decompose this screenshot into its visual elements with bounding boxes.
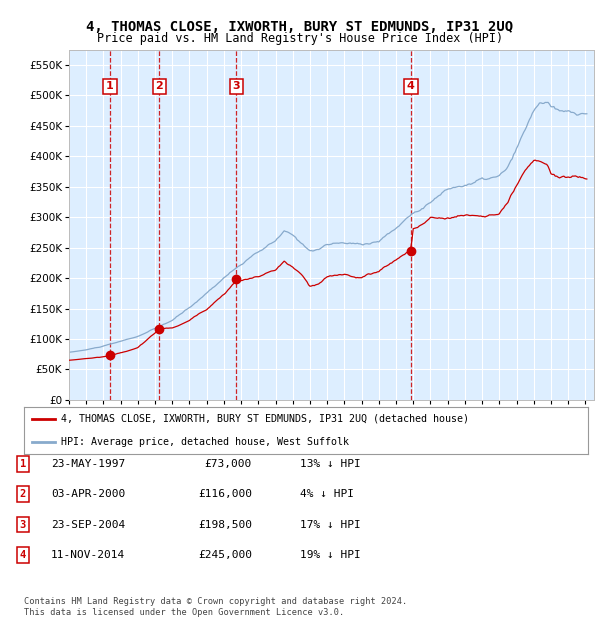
- Text: 4% ↓ HPI: 4% ↓ HPI: [300, 489, 354, 499]
- Text: Contains HM Land Registry data © Crown copyright and database right 2024.
This d: Contains HM Land Registry data © Crown c…: [24, 598, 407, 617]
- Text: 4, THOMAS CLOSE, IXWORTH, BURY ST EDMUNDS, IP31 2UQ: 4, THOMAS CLOSE, IXWORTH, BURY ST EDMUND…: [86, 20, 514, 34]
- Text: 3: 3: [20, 520, 26, 529]
- Text: £73,000: £73,000: [205, 459, 252, 469]
- Text: 11-NOV-2014: 11-NOV-2014: [51, 550, 125, 560]
- Text: 1: 1: [106, 81, 114, 91]
- Text: 4, THOMAS CLOSE, IXWORTH, BURY ST EDMUNDS, IP31 2UQ (detached house): 4, THOMAS CLOSE, IXWORTH, BURY ST EDMUND…: [61, 414, 469, 423]
- Text: 13% ↓ HPI: 13% ↓ HPI: [300, 459, 361, 469]
- Text: 23-SEP-2004: 23-SEP-2004: [51, 520, 125, 529]
- Text: 3: 3: [232, 81, 240, 91]
- Text: 17% ↓ HPI: 17% ↓ HPI: [300, 520, 361, 529]
- Text: 2: 2: [20, 489, 26, 499]
- Text: 2: 2: [155, 81, 163, 91]
- Text: 1: 1: [20, 459, 26, 469]
- Text: 03-APR-2000: 03-APR-2000: [51, 489, 125, 499]
- Text: 23-MAY-1997: 23-MAY-1997: [51, 459, 125, 469]
- Text: £198,500: £198,500: [198, 520, 252, 529]
- Text: £245,000: £245,000: [198, 550, 252, 560]
- Text: 4: 4: [407, 81, 415, 91]
- Text: £116,000: £116,000: [198, 489, 252, 499]
- Text: 19% ↓ HPI: 19% ↓ HPI: [300, 550, 361, 560]
- Text: HPI: Average price, detached house, West Suffolk: HPI: Average price, detached house, West…: [61, 437, 349, 447]
- Text: 4: 4: [20, 550, 26, 560]
- Text: Price paid vs. HM Land Registry's House Price Index (HPI): Price paid vs. HM Land Registry's House …: [97, 32, 503, 45]
